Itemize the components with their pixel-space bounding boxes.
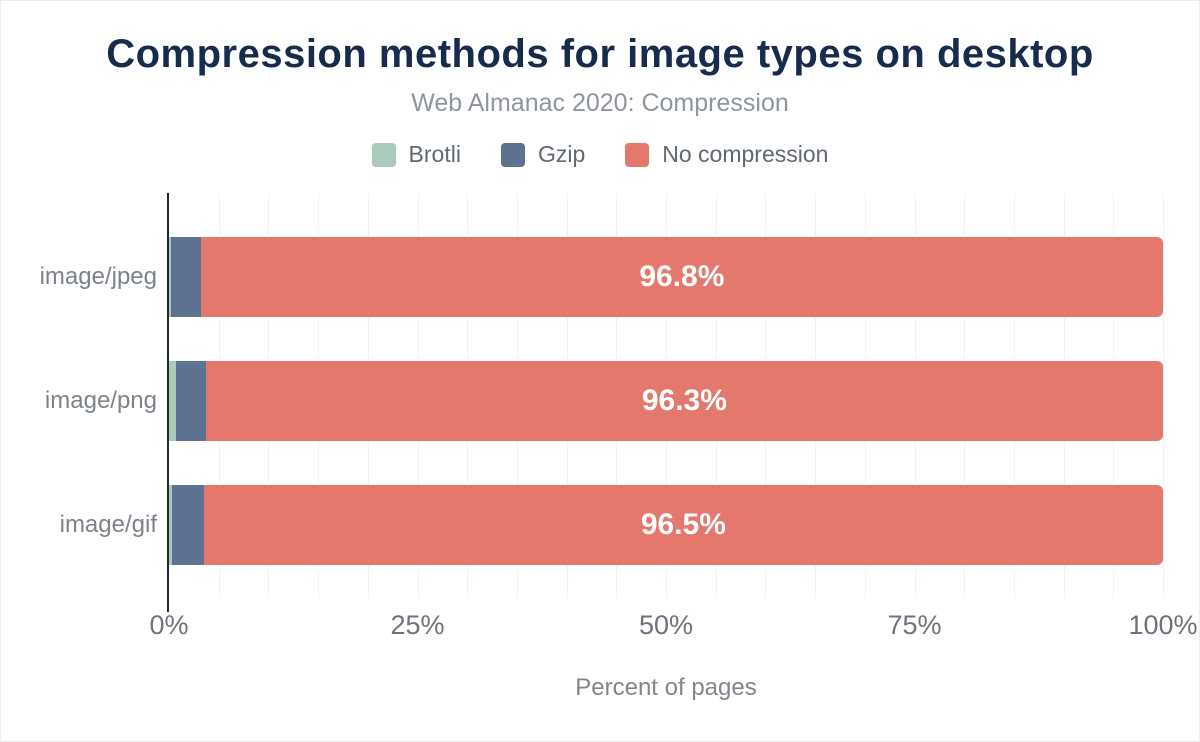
- category-label-image-jpeg: image/jpeg: [39, 263, 157, 290]
- legend-swatch-no-compression: [625, 142, 650, 167]
- category-label-image-gif: image/gif: [59, 511, 157, 538]
- legend-item-gzip: Gzip: [500, 141, 586, 168]
- x-tick-50: 50%: [638, 610, 694, 640]
- legend-label-brotli: Brotli: [408, 141, 461, 167]
- bar-value-label-image-png: 96.3%: [641, 384, 727, 417]
- legend: Brotli Gzip No compression: [1, 141, 1199, 168]
- legend-item-brotli: Brotli: [371, 141, 461, 168]
- chart-title: Compression methods for image types on d…: [106, 32, 1094, 76]
- bar-segment-image-png-no-compression: 96.3%: [205, 361, 1163, 441]
- category-label-image-png: image/png: [44, 387, 157, 414]
- chart-subtitle: Web Almanac 2020: Compression: [411, 89, 789, 117]
- bar-segment-image-jpeg-brotli: [169, 237, 171, 317]
- x-tick-0: 0%: [149, 610, 189, 640]
- gridline-100: [1163, 193, 1164, 598]
- bar-segment-image-jpeg-gzip: [170, 237, 201, 317]
- bar-segment-image-png-gzip: [175, 361, 206, 441]
- legend-label-gzip: Gzip: [537, 141, 586, 167]
- bar-row-image-gif: 96.5%: [169, 485, 1163, 565]
- bar-value-label-image-jpeg: 96.8%: [639, 260, 725, 293]
- legend-item-no-compression: No compression: [625, 141, 828, 168]
- plot-area: 96.8% 96.3% 96.5%: [167, 193, 1164, 612]
- x-tick-75: 75%: [887, 610, 942, 640]
- bar-segment-image-gif-gzip: [171, 485, 204, 565]
- bar-row-image-jpeg: 96.8%: [169, 237, 1163, 317]
- bar-segment-image-gif-brotli: [169, 485, 172, 565]
- legend-swatch-brotli: [371, 142, 396, 167]
- legend-label-no-compression: No compression: [662, 141, 829, 167]
- legend-swatch-gzip: [500, 142, 525, 167]
- x-tick-100: 100%: [1128, 610, 1198, 640]
- bar-segment-image-gif-no-compression: 96.5%: [203, 485, 1163, 565]
- bar-segment-image-png-brotli: [169, 361, 176, 441]
- bar-row-image-png: 96.3%: [169, 361, 1163, 441]
- y-axis-line: [167, 193, 169, 612]
- x-tick-25: 25%: [390, 610, 445, 640]
- bar-value-label-image-gif: 96.5%: [640, 508, 726, 541]
- bar-segment-image-jpeg-no-compression: 96.8%: [200, 237, 1163, 317]
- x-axis-title: Percent of pages: [575, 674, 757, 701]
